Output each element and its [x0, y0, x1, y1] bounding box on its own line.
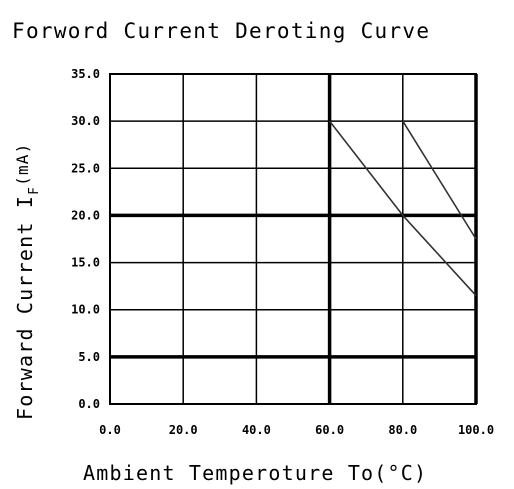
y-axis-title-subscript: F — [27, 186, 42, 195]
x-tick-label-4: 80.0 — [388, 423, 417, 437]
y-tick-label-5: 25.0 — [71, 161, 100, 175]
x-axis-title: Ambient Temperoture To(°C) — [83, 461, 427, 485]
series-group — [328, 120, 477, 297]
y-tick-label-3: 15.0 — [71, 256, 100, 270]
x-tick-label-3: 60.0 — [315, 423, 344, 437]
y-tick-label-4: 20.0 — [71, 208, 100, 222]
x-tick-label-2: 40.0 — [242, 423, 271, 437]
grid — [109, 73, 478, 405]
chart-title: Forword Current Deroting Curve — [12, 19, 430, 43]
y-axis-title: Forward Current IF(mA) — [13, 143, 42, 420]
y-tick-label-6: 30.0 — [71, 114, 100, 128]
x-tick-labels: 0.0 20.0 40.0 60.0 80.0 100.0 — [99, 423, 494, 437]
y-tick-label-7: 35.0 — [71, 67, 100, 81]
y-tick-label-1: 5.0 — [78, 350, 100, 364]
y-tick-label-2: 10.0 — [71, 303, 100, 317]
x-tick-label-1: 20.0 — [169, 423, 198, 437]
y-axis-title-main: Forward Current I — [13, 195, 37, 420]
y-tick-label-0: 0.0 — [78, 397, 100, 411]
derating-curve-1 — [328, 120, 477, 297]
derating-curve-2 — [402, 120, 477, 240]
y-axis-title-unit: (mA) — [13, 143, 32, 186]
x-tick-label-0: 0.0 — [99, 423, 121, 437]
x-tick-label-5: 100.0 — [458, 423, 494, 437]
y-tick-labels: 0.0 5.0 10.0 15.0 20.0 25.0 30.0 35.0 — [71, 67, 100, 411]
plot-area-frame — [109, 73, 477, 405]
